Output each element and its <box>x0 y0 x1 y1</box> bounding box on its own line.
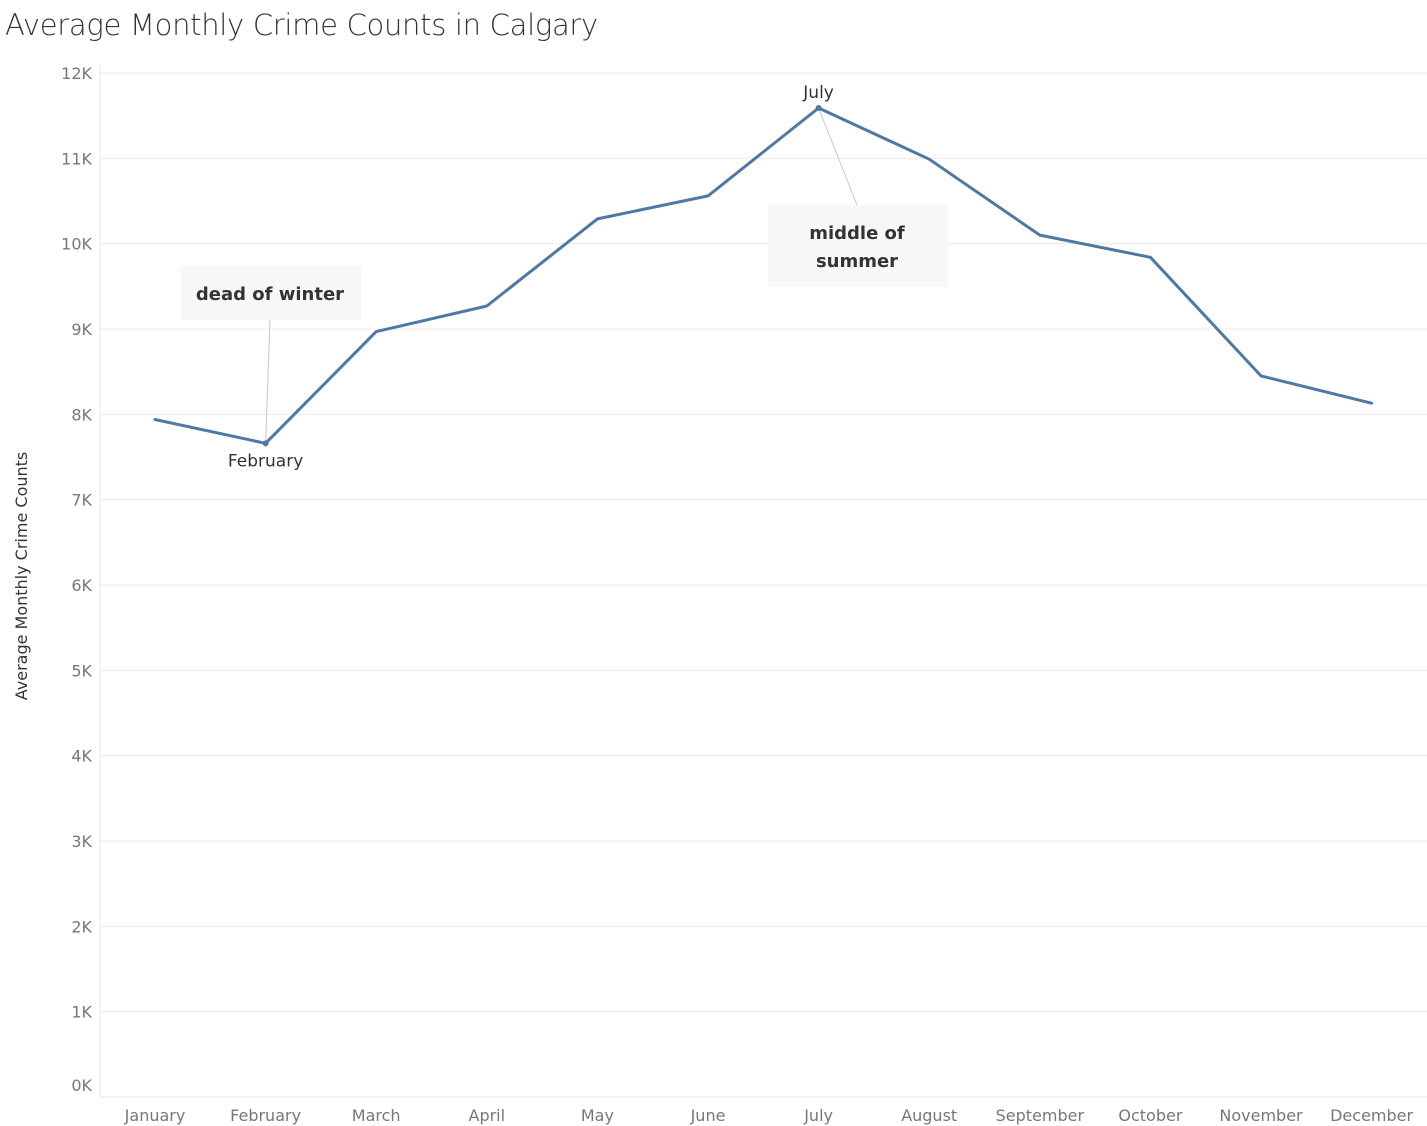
x-tick-label: September <box>996 1106 1085 1125</box>
y-tick-label: 4K <box>71 747 92 766</box>
point-labels: February July <box>228 83 834 471</box>
data-point-marker <box>262 440 269 447</box>
chart-title: Average Monthly Crime Counts in Calgary <box>5 8 598 42</box>
series <box>153 106 1374 445</box>
x-tick-label: August <box>901 1106 957 1125</box>
y-tick-label: 9K <box>71 320 92 339</box>
annotation-box <box>768 205 948 287</box>
annotation-text: middle of <box>809 223 905 244</box>
grid-lines <box>100 72 1427 1013</box>
y-axis-title: Average Monthly Crime Counts <box>12 452 31 701</box>
annotations: dead of winter middle of summer <box>181 107 948 444</box>
data-point-label: July <box>802 83 834 103</box>
y-tick-label: 0K <box>71 1076 92 1095</box>
data-point-label: February <box>228 451 303 471</box>
y-tick-label: 8K <box>71 405 92 424</box>
y-tick-label: 2K <box>71 917 92 936</box>
x-tick-label: June <box>690 1106 726 1125</box>
y-tick-label: 10K <box>61 235 92 254</box>
y-tick-label: 1K <box>71 1003 92 1022</box>
y-tick-labels: 0K 1K 2K 3K 4K 5K 6K 7K 8K 9K 10K 11K 12K <box>61 64 92 1095</box>
y-tick-label: 6K <box>71 576 92 595</box>
annotation-text: dead of winter <box>196 284 344 305</box>
annotation-box <box>181 266 361 320</box>
annotation-leader-line <box>265 319 271 444</box>
x-tick-label: February <box>230 1106 301 1125</box>
x-tick-label: May <box>581 1106 614 1125</box>
annotation-text: summer <box>816 251 898 272</box>
x-tick-label: March <box>352 1106 401 1125</box>
x-tick-labels: January February March April May June July Augu… <box>124 1106 1414 1125</box>
x-tick-label: October <box>1118 1106 1182 1125</box>
y-tick-label: 11K <box>61 149 92 168</box>
y-tick-label: 12K <box>61 64 92 83</box>
x-tick-label: November <box>1219 1106 1303 1125</box>
data-point-marker <box>815 104 822 111</box>
y-tick-label: 7K <box>71 491 92 510</box>
axes <box>99 65 1427 1098</box>
y-tick-label: 3K <box>71 832 92 851</box>
x-tick-label: July <box>803 1106 833 1125</box>
x-tick-label: April <box>469 1106 506 1125</box>
x-tick-label: January <box>124 1106 186 1125</box>
annotation-leader-line <box>818 107 858 206</box>
y-tick-label: 5K <box>71 661 92 680</box>
series-line <box>153 106 1374 445</box>
x-tick-label: December <box>1330 1106 1413 1125</box>
